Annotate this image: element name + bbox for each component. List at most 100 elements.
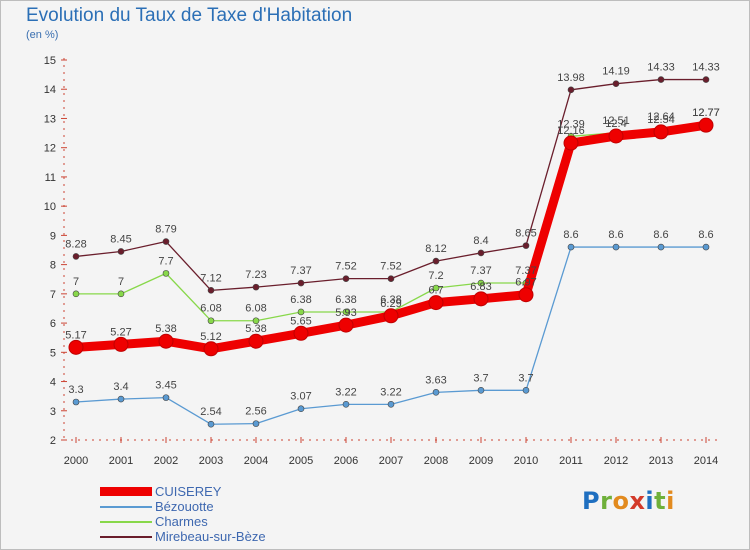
data-label-charmes: 6.38 bbox=[335, 294, 356, 306]
data-label-cuiserey: 5.93 bbox=[335, 307, 356, 319]
data-label-bezouotte: 8.6 bbox=[653, 229, 668, 241]
x-tick-label: 2002 bbox=[154, 455, 178, 467]
x-tick-label: 2000 bbox=[64, 455, 88, 467]
data-label-bezouotte: 8.6 bbox=[608, 229, 623, 241]
y-tick-label: 7 bbox=[50, 289, 56, 301]
y-tick-label: 2 bbox=[50, 435, 56, 447]
x-tick-label: 2008 bbox=[424, 455, 448, 467]
data-label-cuiserey: 5.38 bbox=[245, 323, 266, 335]
x-tick-label: 2007 bbox=[379, 455, 403, 467]
data-point-charmes bbox=[477, 279, 485, 287]
data-point-bezouotte bbox=[702, 243, 710, 251]
data-point-bezouotte bbox=[522, 387, 530, 394]
data-label-cuiserey: 5.17 bbox=[65, 329, 86, 341]
data-point-mirebeau bbox=[702, 76, 710, 83]
y-tick-label: 3 bbox=[50, 406, 56, 418]
legend-label-mirebeau: Mirebeau-sur-Bèze bbox=[155, 529, 266, 544]
data-point-bezouotte bbox=[612, 243, 620, 251]
data-point-charmes bbox=[342, 308, 350, 316]
data-point-bezouotte bbox=[387, 401, 395, 408]
data-label-mirebeau: 8.65 bbox=[515, 228, 536, 240]
data-label-charmes: 6.38 bbox=[290, 294, 311, 306]
data-label-mirebeau: 8.79 bbox=[155, 224, 176, 236]
data-point-mirebeau bbox=[387, 275, 395, 282]
data-label-mirebeau: 7.12 bbox=[200, 272, 221, 284]
y-tick-label: 10 bbox=[44, 201, 56, 213]
data-label-cuiserey: 12.77 bbox=[692, 107, 720, 119]
data-label-mirebeau: 14.33 bbox=[647, 62, 675, 74]
y-tick-label: 11 bbox=[45, 172, 56, 184]
data-point-cuiserey bbox=[563, 135, 579, 151]
y-tick-label: 5 bbox=[50, 347, 56, 359]
x-tick-label: 2001 bbox=[109, 455, 133, 467]
data-label-cuiserey: 12.54 bbox=[647, 114, 675, 126]
x-tick-label: 2010 bbox=[514, 455, 538, 467]
data-label-charmes: 12.51 bbox=[602, 115, 630, 127]
data-label-bezouotte: 3.07 bbox=[290, 391, 311, 403]
data-label-mirebeau: 8.45 bbox=[110, 233, 131, 245]
data-label-cuiserey: 6.83 bbox=[470, 281, 491, 293]
data-point-bezouotte bbox=[117, 395, 125, 403]
logo-letter: r bbox=[600, 487, 613, 515]
data-label-cuiserey: 12.16 bbox=[557, 125, 585, 137]
legend-label-cuiserey: CUISEREY bbox=[155, 484, 222, 499]
data-label-cuiserey: 6.97 bbox=[515, 277, 536, 289]
data-point-cuiserey bbox=[113, 336, 129, 352]
data-label-bezouotte: 2.54 bbox=[200, 406, 221, 418]
data-label-mirebeau: 8.4 bbox=[473, 235, 488, 247]
data-label-cuiserey: 6.29 bbox=[380, 298, 401, 310]
y-tick-label: 14 bbox=[44, 84, 56, 96]
data-point-cuiserey bbox=[158, 333, 174, 349]
data-point-cuiserey bbox=[68, 339, 84, 355]
logo-letter: i bbox=[645, 487, 655, 515]
data-point-bezouotte bbox=[297, 405, 305, 413]
data-point-charmes bbox=[117, 290, 125, 298]
data-label-mirebeau: 7.52 bbox=[335, 261, 356, 273]
data-point-charmes bbox=[297, 308, 305, 316]
data-label-charmes: 12.64 bbox=[647, 111, 675, 123]
y-tick-label: 6 bbox=[50, 318, 56, 330]
chart-title: Evolution du Taux de Taxe d'Habitation bbox=[26, 5, 353, 26]
data-point-cuiserey bbox=[338, 317, 354, 333]
y-tick-label: 15 bbox=[44, 55, 56, 67]
data-label-mirebeau: 13.98 bbox=[557, 72, 585, 84]
data-point-bezouotte bbox=[72, 398, 80, 406]
data-point-bezouotte bbox=[207, 420, 215, 428]
data-label-mirebeau: 7.23 bbox=[245, 269, 266, 281]
data-label-charmes: 6.08 bbox=[245, 303, 266, 315]
data-point-mirebeau bbox=[612, 80, 620, 87]
data-label-mirebeau: 14.19 bbox=[602, 66, 630, 78]
data-point-charmes bbox=[252, 317, 260, 325]
logo-letter: P bbox=[582, 487, 601, 515]
data-point-bezouotte bbox=[342, 401, 350, 408]
data-label-cuiserey: 12.4 bbox=[605, 118, 626, 130]
data-label-cuiserey: 5.27 bbox=[110, 326, 131, 338]
data-point-charmes bbox=[207, 317, 215, 325]
data-point-cuiserey bbox=[248, 333, 264, 349]
data-point-cuiserey bbox=[203, 341, 219, 357]
logo-letter: o bbox=[612, 487, 630, 515]
data-label-charmes: 7.2 bbox=[428, 270, 443, 282]
data-label-charmes: 6.38 bbox=[380, 294, 401, 306]
data-label-mirebeau: 7.37 bbox=[290, 265, 311, 277]
data-point-cuiserey bbox=[428, 295, 444, 311]
data-point-mirebeau bbox=[252, 283, 260, 291]
legend-swatch-cuiserey bbox=[100, 487, 152, 496]
x-tick-label: 2004 bbox=[244, 455, 268, 467]
data-point-bezouotte bbox=[432, 389, 440, 396]
data-point-bezouotte bbox=[252, 420, 260, 427]
data-label-bezouotte: 2.56 bbox=[245, 406, 266, 418]
x-tick-label: 2005 bbox=[289, 455, 313, 467]
data-label-mirebeau: 8.28 bbox=[65, 238, 86, 250]
data-label-charmes: 6.08 bbox=[200, 303, 221, 315]
data-point-mirebeau bbox=[72, 253, 80, 260]
data-point-charmes bbox=[432, 284, 440, 292]
x-tick-label: 2003 bbox=[199, 455, 223, 467]
data-point-charmes bbox=[162, 270, 170, 277]
data-label-bezouotte: 3.45 bbox=[155, 380, 176, 392]
y-tick-label: 4 bbox=[50, 377, 56, 389]
data-point-mirebeau bbox=[117, 248, 125, 255]
legend-swatch-mirebeau bbox=[100, 536, 152, 538]
